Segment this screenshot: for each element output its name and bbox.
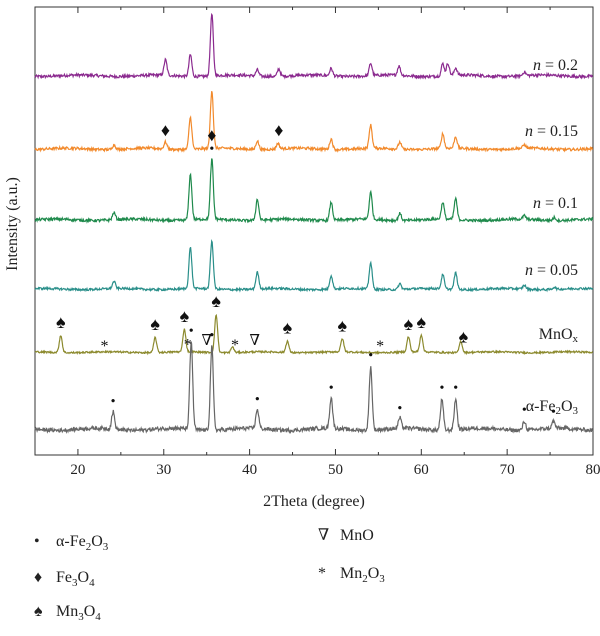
peak-marker: •	[189, 324, 194, 339]
peak-marker: ♠	[283, 318, 293, 338]
peak-marker: ♠	[417, 312, 427, 332]
series-label: α-Fe2O3	[526, 398, 579, 417]
series-line-0	[34, 12, 594, 80]
peak-marker: *	[231, 337, 239, 354]
legend-symbol: ♦	[34, 569, 43, 586]
peak-marker: •	[209, 328, 214, 343]
series-line-5	[34, 341, 594, 435]
legend-label: Mn3O4	[56, 603, 101, 624]
legend-item: • α-Fe2O3	[34, 533, 109, 554]
plot-frame	[34, 6, 594, 456]
y-axis-title: Intensity (a.u.)	[4, 177, 21, 271]
peak-marker: ♠	[180, 306, 190, 326]
series-line-4	[34, 313, 594, 356]
legend-label: Mn2O3	[340, 565, 385, 586]
x-tick-label: 80	[586, 462, 600, 478]
peak-marker: *	[101, 338, 109, 355]
legend-label: Fe3O4	[56, 569, 95, 590]
peak-marker: •	[329, 381, 334, 396]
peak-marker: ♠	[459, 327, 469, 347]
plot-area: 20 30 40 50 60 70 80 n = 0.2 n = 0.15 n = 0.1 n = …	[34, 6, 600, 478]
peak-marker: ∇	[201, 333, 211, 349]
peak-marker: *	[376, 338, 384, 355]
legend-item: ∇ MnO	[318, 528, 374, 544]
peak-marker: •	[439, 381, 444, 396]
peak-marker: •	[368, 349, 373, 364]
peak-marker: ♦	[274, 120, 283, 140]
peak-marker: •	[111, 394, 116, 409]
x-tick-label: 70	[500, 462, 515, 478]
x-tick-label: 40	[242, 462, 257, 478]
series-line-2	[34, 158, 594, 225]
peak-marker: ♠	[211, 291, 221, 311]
legend-item: * Mn2O3	[318, 565, 385, 586]
series-line-1	[34, 91, 594, 153]
peak-marker: •	[551, 405, 556, 420]
peak-marker: ♦	[207, 125, 216, 145]
series-label: n = 0.1	[533, 195, 578, 212]
legend-symbol: *	[318, 565, 326, 582]
x-tick-label: 50	[328, 462, 343, 478]
peak-marker: •	[453, 381, 458, 396]
peak-marker: ♠	[404, 314, 414, 334]
legend-symbol: ♠	[34, 603, 43, 620]
peak-marker: ♠	[56, 312, 66, 332]
x-tick-label: 60	[414, 462, 429, 478]
legend-symbol: •	[34, 533, 40, 550]
series-label: n = 0.05	[525, 262, 578, 279]
legend-label: MnO	[340, 527, 374, 544]
legend-item: ♦ Fe3O4	[34, 569, 95, 590]
peak-marker: •	[209, 142, 214, 157]
legend-label: α-Fe2O3	[56, 533, 109, 554]
peak-marker: *	[184, 337, 192, 354]
peak-marker: ♠	[150, 314, 160, 334]
peak-marker: •	[255, 393, 260, 408]
xrd-chart: 20 30 40 50 60 70 80 n = 0.2 n = 0.15 n = 0.1 n = …	[4, 6, 600, 510]
series-label: MnOx	[539, 326, 579, 345]
series-label: n = 0.15	[525, 123, 578, 140]
series-line-3	[34, 238, 594, 293]
peak-marker: ♠	[338, 316, 348, 336]
peak-marker: •	[522, 403, 527, 418]
legend-item: ♠ Mn3O4	[34, 603, 101, 624]
x-tick-label: 20	[70, 462, 85, 478]
peak-marker: ♦	[161, 120, 170, 140]
peak-marker: ∇	[250, 333, 260, 349]
peak-marker: •	[397, 401, 402, 416]
series-label: n = 0.2	[533, 57, 578, 74]
legend-symbol: ∇	[318, 527, 330, 544]
x-axis-title: 2Theta (degree)	[263, 493, 365, 510]
x-tick-label: 30	[156, 462, 171, 478]
